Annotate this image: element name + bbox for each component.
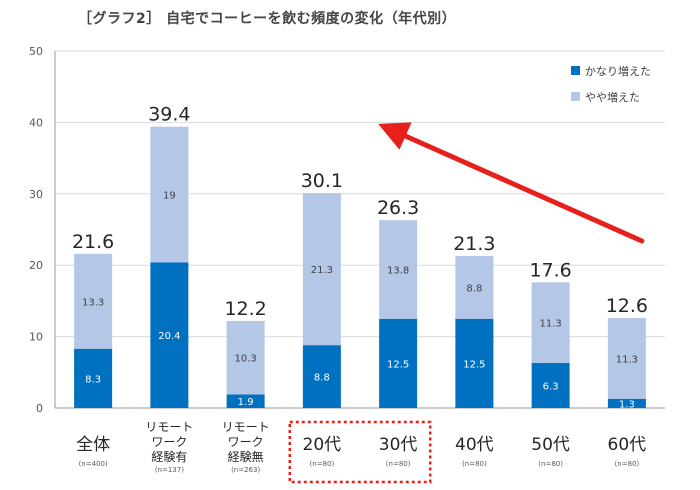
y-tick-label: 0 [36, 402, 43, 415]
y-tick-label: 20 [29, 259, 43, 272]
data-label: 13.8 [387, 265, 409, 276]
category-label: 30代 [379, 435, 418, 455]
data-label: 1.3 [619, 399, 635, 410]
y-tick-label: 10 [29, 331, 43, 344]
category-label: 20代 [303, 435, 342, 455]
bar-segment [455, 255, 494, 319]
data-label: 6.3 [543, 382, 559, 393]
bar-segment [226, 320, 265, 395]
bar-segment [607, 398, 646, 408]
highlight-box [288, 420, 432, 484]
data-label: 11.3 [616, 354, 638, 365]
bar-segment [379, 318, 418, 408]
data-label: 8.3 [85, 374, 101, 385]
total-label: 17.6 [529, 259, 571, 281]
data-label: 13.3 [82, 297, 104, 308]
total-label: 26.3 [377, 197, 419, 219]
category-sample-size: (n=400) [79, 460, 108, 468]
category-sample-size: (n=80) [386, 460, 411, 468]
data-label: 1.9 [238, 397, 254, 408]
data-label: 8.8 [314, 373, 330, 384]
legend-label: かなり増えた [585, 65, 651, 78]
category-sample-size: (n=80) [310, 460, 335, 468]
bar-segment [226, 394, 265, 408]
chart-title: ［グラフ2］ 自宅でコーヒーを飲む頻度の変化（年代別） [78, 11, 457, 27]
y-tick-label: 40 [29, 116, 43, 129]
category-sample-size: (n=80) [538, 460, 563, 468]
trend-arrow [378, 122, 645, 244]
category-sample-size: (n=263) [231, 466, 260, 474]
total-label: 39.4 [148, 104, 190, 126]
category-sample-size: (n=80) [462, 460, 487, 468]
data-label: 12.5 [387, 359, 409, 370]
data-label: 20.4 [158, 331, 180, 342]
total-label: 12.6 [606, 295, 648, 317]
category-label: リモート [222, 420, 270, 434]
data-label: 8.8 [466, 283, 482, 294]
data-label: 21.3 [311, 265, 333, 276]
legend-label: やや増えた [585, 91, 640, 104]
bar-segment [74, 348, 113, 408]
bar-segment [302, 193, 341, 346]
category-sample-size: (n=80) [615, 460, 640, 468]
category-sample-size: (n=137) [155, 466, 184, 474]
data-label: 12.5 [463, 359, 485, 370]
total-label: 12.2 [224, 298, 266, 320]
bar-segment [607, 318, 646, 399]
category-label: リモート [145, 420, 193, 434]
data-label: 10.3 [234, 354, 256, 365]
total-label: 30.1 [301, 170, 343, 192]
category-label: 経験無 [228, 449, 264, 464]
bar-segment [74, 253, 113, 349]
bar-segment [150, 126, 189, 263]
y-tick-label: 30 [29, 188, 43, 201]
y-tick-label: 50 [29, 45, 43, 58]
legend-swatch [571, 92, 580, 101]
category-label: 50代 [531, 435, 570, 455]
bar-segment [379, 220, 418, 319]
bar-segment [302, 345, 341, 408]
total-label: 21.6 [72, 231, 114, 253]
bar-segment [150, 262, 189, 408]
category-label: 全体 [76, 435, 110, 455]
bar-segment [531, 282, 570, 364]
bar-segment [455, 318, 494, 408]
data-label: 11.3 [539, 319, 561, 330]
category-label: ワーク [151, 435, 187, 449]
category-label: 60代 [608, 435, 647, 455]
category-label: 40代 [455, 435, 494, 455]
data-label: 19 [163, 191, 176, 202]
total-label: 21.3 [453, 233, 495, 255]
category-label: 経験有 [151, 449, 187, 464]
legend-swatch [571, 66, 580, 75]
category-label: ワーク [228, 435, 264, 449]
bar-segment [531, 363, 570, 408]
